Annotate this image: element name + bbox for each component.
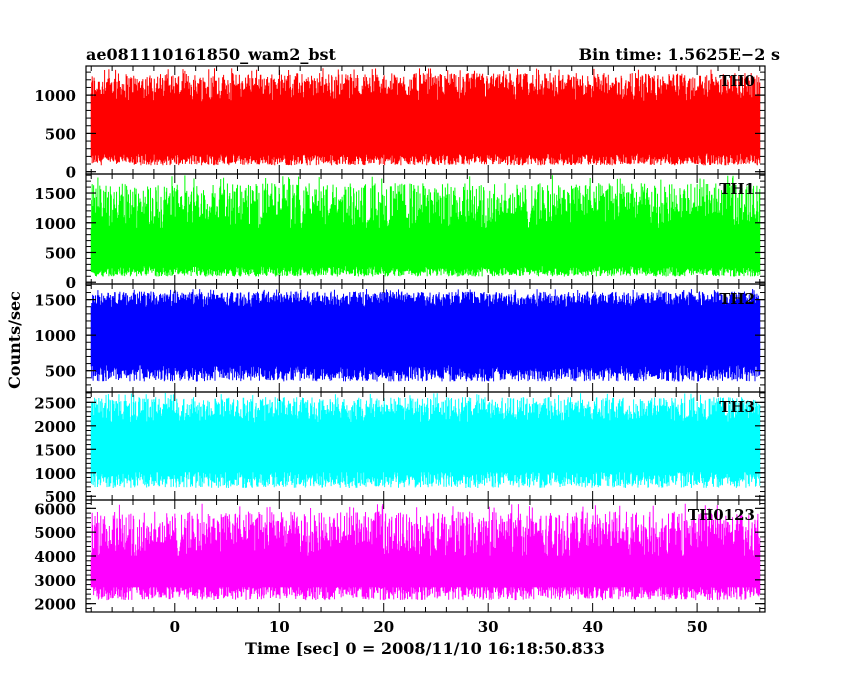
panel-th1: 0 500 1000 1500 TH1 (34, 173, 766, 292)
y-axis-label: Counts/sec (5, 291, 24, 389)
y-tick-label: 500 (45, 125, 76, 143)
y-tick-label: 2000 (34, 596, 76, 614)
y-tick-label: 1000 (34, 215, 76, 233)
y-tick-label: 2500 (34, 394, 76, 412)
x-tick-label: 30 (478, 618, 499, 636)
panel-th3: 500 1000 1500 2000 2500 TH3 (34, 391, 766, 506)
panel-label: TH1 (719, 180, 755, 198)
x-axis: 0 10 20 30 40 50 (170, 618, 708, 636)
y-tick-label: 500 (45, 244, 76, 262)
x-tick-label: 20 (373, 618, 394, 636)
y-tick-label: 2000 (34, 418, 76, 436)
panels-group: 0 500 1000 TH0 0 500 1000 1500 TH1 500 1000 1500 TH2… (34, 65, 766, 614)
y-tick-label: 500 (45, 488, 76, 506)
y-tick-label: 0 (66, 274, 76, 292)
y-tick-label: 4000 (34, 548, 76, 566)
series-core-th2 (91, 314, 760, 366)
x-tick-label: 10 (269, 618, 290, 636)
y-tick-label: 1500 (34, 441, 76, 459)
panel-label: TH2 (719, 290, 755, 308)
y-tick-label: 0 (66, 164, 76, 182)
y-tick-label: 1500 (34, 292, 76, 310)
y-tick-label: 3000 (34, 572, 76, 590)
panel-th0123: 2000 3000 4000 5000 6000 TH0123 (34, 499, 766, 614)
series-core-th1 (91, 227, 760, 266)
x-tick-label: 40 (582, 618, 603, 636)
chart-title-right: Bin time: 1.5625E−2 s (579, 45, 780, 64)
y-tick-label: 5000 (34, 524, 76, 542)
panel-label: TH3 (719, 398, 755, 416)
chart-title-left: ae081110161850_wam2_bst (86, 45, 337, 64)
panel-th0: 0 500 1000 TH0 (34, 65, 766, 182)
panel-th2: 500 1000 1500 TH2 (34, 283, 766, 393)
x-axis-label: Time [sec] 0 = 2008/11/10 16:18:50.833 (245, 639, 605, 658)
y-tick-label: 1000 (34, 87, 76, 105)
series-core-th0123 (91, 555, 760, 588)
y-tick-label: 1000 (34, 327, 76, 345)
panel-label: TH0 (719, 72, 755, 90)
x-tick-label: 0 (170, 618, 180, 636)
y-tick-label: 1000 (34, 465, 76, 483)
y-tick-label: 500 (45, 363, 76, 381)
series-core-th3 (91, 426, 760, 473)
x-tick-label: 50 (687, 618, 708, 636)
series-core-th0 (91, 105, 760, 152)
panel-label: TH0123 (688, 506, 755, 524)
y-tick-label: 1500 (34, 185, 76, 203)
y-tick-label: 6000 (34, 500, 76, 518)
